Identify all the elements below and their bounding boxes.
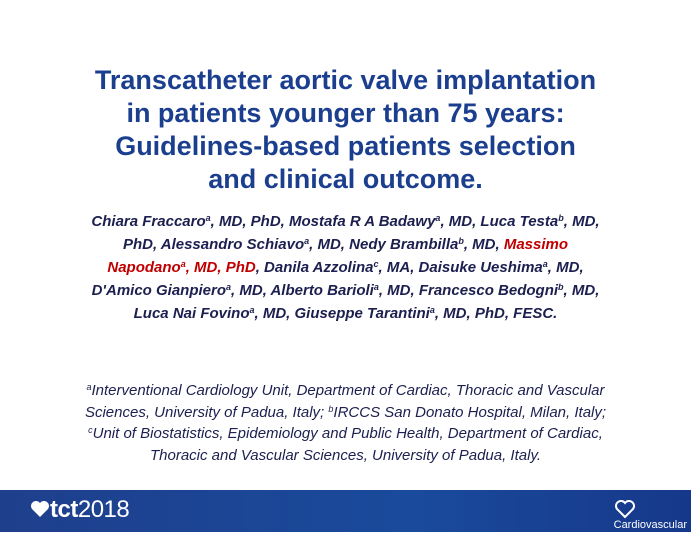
text-segment: , MA, Daisuke Ueshima xyxy=(378,259,543,276)
sponsor-line2: Research Foundation xyxy=(613,533,681,540)
text-line: Chiara Fraccaroa, MD, PhD, Mostafa R A B… xyxy=(0,210,691,233)
title-line: Guidelines-based patients selection xyxy=(115,131,576,161)
superscript: b xyxy=(328,403,334,414)
text-segment: Unit of Biostatistics, Epidemiology and … xyxy=(92,425,603,442)
superscript: a xyxy=(542,259,548,269)
text-segment: , MD, PhD xyxy=(185,259,256,276)
text-segment: Chiara Fraccaro xyxy=(91,213,206,230)
footer-bar: tct2018 Cardiovascular Research Foundati… xyxy=(0,490,691,540)
superscript: b xyxy=(558,213,564,223)
text-line: Sciences, University of Padua, Italy; bI… xyxy=(0,402,691,424)
text-line: Luca Nai Fovinoa, MD, Giuseppe Tarantini… xyxy=(0,302,691,325)
text-segment: , MD, Luca Testa xyxy=(440,213,559,230)
text-segment: , MD, Giuseppe Tarantini xyxy=(254,305,430,322)
text-segment: Sciences, University of Padua, Italy; xyxy=(84,403,329,421)
logo-year: 2018 xyxy=(77,496,130,523)
superscript: a xyxy=(226,282,232,292)
authors: Chiara Fraccaroa, MD, PhD, Mostafa R A B… xyxy=(0,210,691,325)
affiliations: aInterventional Cardiology Unit, Departm… xyxy=(0,380,691,466)
text-line: PhD, Alessandro Schiavoa, MD, Nedy Bramb… xyxy=(0,233,691,256)
superscript: c xyxy=(373,259,379,269)
sponsor-icon xyxy=(614,500,635,519)
text-line: Napodanoa, MD, PhD, Danila Azzolinac, MA… xyxy=(0,256,691,279)
superscript: a xyxy=(435,213,441,223)
text-segment: , MD, xyxy=(463,236,504,253)
title: Transcatheter aortic valve implantation i… xyxy=(0,64,691,196)
text-line: D'Amico Gianpieroa, MD, Alberto Bariolia… xyxy=(0,279,691,302)
title-line: and clinical outcome. xyxy=(208,164,483,194)
superscript: a xyxy=(249,305,255,315)
text-line: Thoracic and Vascular Sciences, Universi… xyxy=(0,445,691,467)
text-line: cUnit of Biostatistics, Epidemiology and… xyxy=(0,423,691,445)
text-segment: PhD, Alessandro Schiavo xyxy=(122,236,305,253)
title-line: in patients younger than 75 years: xyxy=(126,98,565,128)
text-segment: , MD, Nedy Brambilla xyxy=(309,236,459,253)
tct-logo: tct2018 xyxy=(30,496,130,524)
text-segment: Massimo xyxy=(503,236,569,253)
text-line: aInterventional Cardiology Unit, Departm… xyxy=(0,380,691,402)
sponsor-line1: Cardiovascular xyxy=(613,519,687,531)
text-segment: , Danila Azzolina xyxy=(255,259,374,276)
text-segment: , MD, Francesco Bedogni xyxy=(378,282,559,299)
text-segment: , MD, xyxy=(563,282,600,299)
text-segment: , MD, xyxy=(563,213,600,230)
text-segment: Napodano xyxy=(107,259,181,276)
superscript: a xyxy=(86,382,92,392)
sponsor-logo: Cardiovascular Research Foundation xyxy=(614,499,687,543)
superscript: a xyxy=(304,236,310,246)
superscript: a xyxy=(373,282,379,292)
text-segment: IRCCS San Donato Hospital, Milan, Italy; xyxy=(333,403,607,421)
superscript: b xyxy=(558,282,564,292)
text-segment: Thoracic and Vascular Sciences, Universi… xyxy=(149,446,541,464)
logo-brand: tct xyxy=(50,496,78,523)
text-segment: , MD, Alberto Barioli xyxy=(231,282,374,299)
superscript: c xyxy=(88,425,93,435)
text-segment: , MD, xyxy=(547,259,584,276)
superscript: b xyxy=(458,236,464,246)
logo-icon xyxy=(31,501,49,517)
text-segment: , MD, PhD, FESC. xyxy=(434,305,558,322)
superscript: a xyxy=(205,213,211,223)
title-line: Transcatheter aortic valve implantation xyxy=(94,65,597,95)
text-segment: , MD, PhD, Mostafa R A Badawy xyxy=(210,213,436,230)
superscript: a xyxy=(429,305,435,315)
text-segment: Luca Nai Fovino xyxy=(133,305,250,322)
superscript: a xyxy=(180,259,186,269)
text-segment: Interventional Cardiology Unit, Departme… xyxy=(91,382,605,399)
text-segment: D'Amico Gianpiero xyxy=(91,282,227,299)
slide: {"title": {"lines": ["Transcatheter aort… xyxy=(0,64,691,540)
